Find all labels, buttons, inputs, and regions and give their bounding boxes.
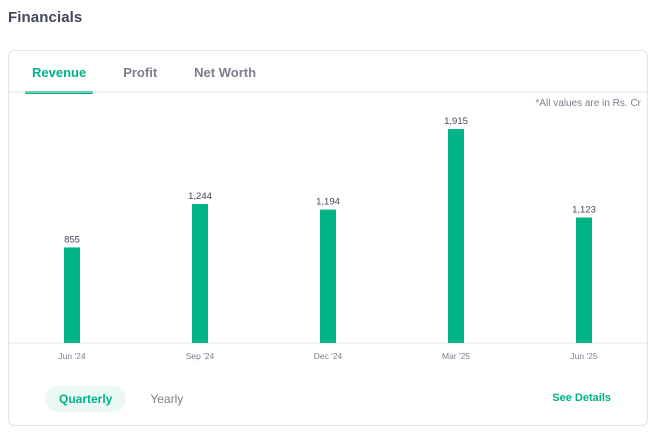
bar-value-label: 1,915: [444, 116, 468, 127]
bar-series: 855 Jun '24 1,244 Sep '24 1,194 Dec '24 1,915 M…: [58, 116, 597, 361]
values-unit-note: *All values are in Rs. Cr: [535, 98, 641, 109]
financials-tabs: Revenue Profit Net Worth: [25, 51, 293, 94]
period-toggle: Quarterly Yearly: [45, 386, 207, 412]
see-details-link[interactable]: See Details: [552, 392, 611, 404]
x-tick-label: Dec '24: [314, 351, 343, 361]
bar-3[interactable]: [448, 129, 464, 343]
x-tick-label: Jun '25: [570, 351, 597, 361]
x-tick-label: Mar '25: [442, 351, 470, 361]
x-tick-label: Jun '24: [58, 351, 85, 361]
tab-profit[interactable]: Profit: [123, 65, 158, 80]
bar-0[interactable]: [64, 247, 80, 343]
yearly-toggle-button[interactable]: Yearly: [150, 392, 184, 406]
bar-4[interactable]: [576, 217, 592, 343]
financials-card: Revenue Profit Net Worth *All values are…: [8, 50, 648, 426]
bar-value-label: 1,244: [188, 191, 212, 202]
bar-value-label: 1,194: [316, 197, 340, 208]
revenue-bar-chart: 855 Jun '24 1,244 Sep '24 1,194 Dec '24 1,915 M…: [9, 91, 647, 361]
bar-2[interactable]: [320, 209, 336, 343]
bar-value-label: 855: [64, 234, 80, 245]
bar-value-label: 1,123: [572, 205, 596, 216]
quarterly-toggle-button[interactable]: Quarterly: [45, 386, 127, 412]
x-tick-label: Sep '24: [186, 351, 215, 361]
tab-net-worth[interactable]: Net Worth: [194, 65, 257, 80]
bar-1[interactable]: [192, 203, 208, 343]
page-title: Financials: [8, 9, 83, 26]
